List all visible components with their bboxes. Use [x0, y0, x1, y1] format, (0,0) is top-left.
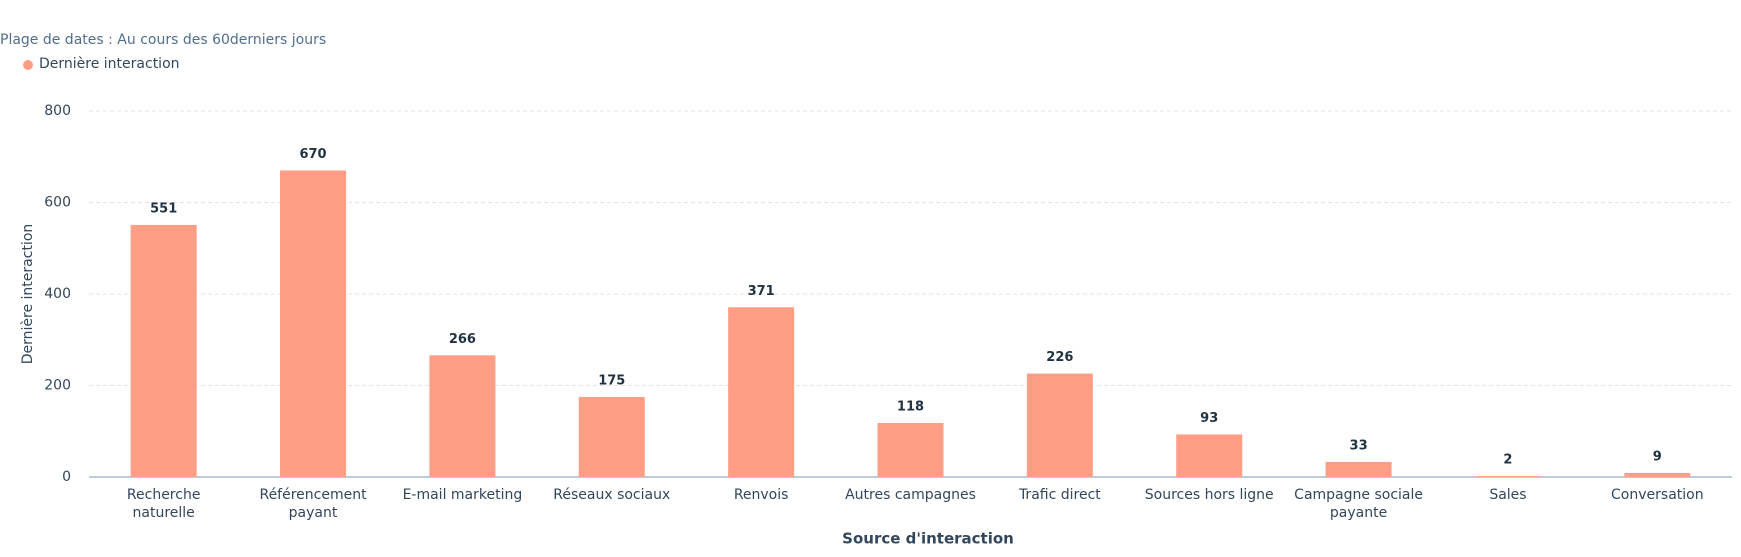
- bar: [578, 396, 645, 477]
- data-label: 266: [449, 332, 476, 347]
- legend-marker: [23, 60, 33, 70]
- bar: [1624, 472, 1691, 477]
- data-label: 93: [1200, 411, 1218, 426]
- x-tick-label: E-mail marketing: [402, 487, 523, 503]
- data-label: 9: [1653, 449, 1662, 464]
- y-tick-label: 200: [44, 378, 71, 394]
- bar: [130, 224, 197, 477]
- y-tick-label: 0: [62, 469, 71, 485]
- data-label: 226: [1046, 350, 1073, 365]
- x-tick-label: Recherche naturelle: [126, 487, 201, 521]
- x-tick-label: Conversation: [1611, 487, 1704, 503]
- legend-label: Dernière interaction: [39, 56, 180, 72]
- bar: [728, 307, 795, 477]
- data-label: 371: [748, 284, 775, 299]
- x-tick-label: Sales: [1489, 487, 1527, 503]
- chart-subtitle: Plage de dates : Au cours des 60derniers…: [0, 32, 326, 48]
- bar: [429, 355, 496, 477]
- data-label: 551: [150, 201, 177, 216]
- data-label: 33: [1350, 438, 1368, 453]
- bar: [280, 170, 347, 477]
- x-tick-label: Autres campagnes: [845, 487, 976, 503]
- data-label: 118: [897, 400, 924, 415]
- data-label: 670: [299, 147, 326, 162]
- bar: [1474, 476, 1541, 477]
- bar: [1325, 461, 1392, 477]
- y-axis-title: Dernière interaction: [20, 224, 36, 365]
- y-tick-label: 400: [44, 286, 71, 302]
- x-tick-label: Référencement payant: [259, 487, 367, 521]
- data-label: 175: [598, 373, 625, 388]
- bar: [1176, 434, 1243, 477]
- y-tick-label: 800: [44, 103, 71, 119]
- y-tick-label: 600: [44, 195, 71, 211]
- x-tick-label: Campagne sociale payante: [1294, 487, 1423, 521]
- bar: [877, 423, 944, 477]
- x-tick-label: Renvois: [733, 487, 789, 503]
- x-axis-title: Source d'interaction: [842, 530, 1014, 548]
- x-tick-label: Trafic direct: [1018, 487, 1101, 503]
- data-label: 2: [1503, 453, 1512, 468]
- x-tick-label: Sources hors ligne: [1144, 487, 1274, 503]
- bar: [1026, 373, 1093, 477]
- x-tick-label: Réseaux sociaux: [553, 487, 671, 503]
